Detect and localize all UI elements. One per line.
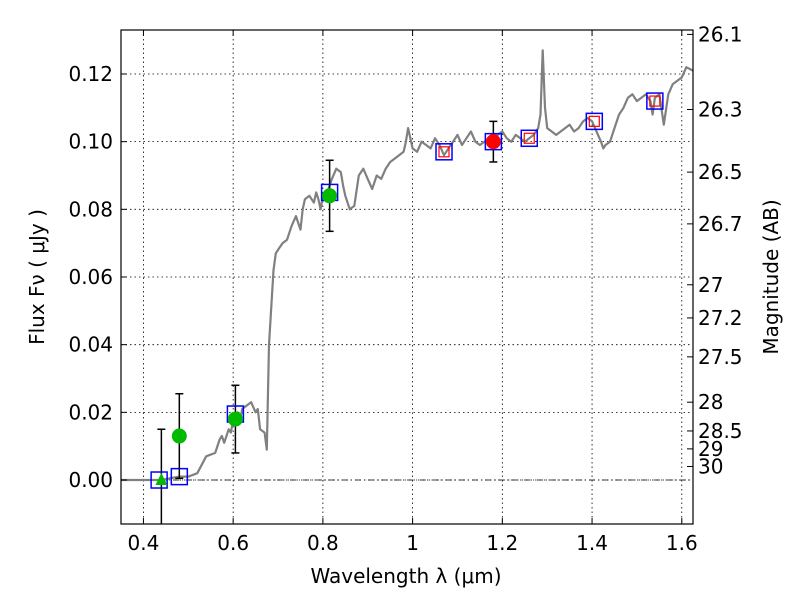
model-flux-square [588,115,600,127]
y-tick-label: 0.10 [68,130,113,154]
plot-content [121,49,693,524]
mag-tick-label: 27 [698,273,723,297]
observed-point [485,134,501,150]
y-tick-label: 0.04 [68,333,113,357]
x-tick-label: 1.2 [486,531,518,555]
x-tick-label: 1 [406,531,419,555]
mag-tick-label: 26.3 [698,98,743,122]
observed-point [322,188,338,204]
model-band-square [170,467,189,486]
y-tick-label: 0.08 [68,197,113,221]
model-flux-square [649,95,661,107]
observed-point [227,411,243,427]
y-tick-label: 0.06 [68,265,113,289]
observed-triangle [155,473,168,486]
model-band-square [646,92,664,110]
y-axis-label: Flux Fν ( μJy ) [25,209,49,345]
mag-tick-label: 27.2 [698,306,743,330]
model-band-square [520,129,539,148]
spectrum-line [121,49,693,482]
axis-ticks: 0.4 0.6 0.8 1 1.2 1.4 1.6 0.00 0.02 0.04 0.06 0.08 0… [68,22,742,555]
mag-tick-label: 26.1 [698,22,743,46]
y-tick-label: 0.12 [68,62,113,86]
y-axis-right-label: Magnitude (AB) [759,199,783,354]
x-tick-label: 1.4 [576,531,608,555]
mag-tick-label: 26.5 [698,160,743,184]
model-band-square [150,471,168,489]
mag-tick-label: 26.7 [698,212,743,236]
model-band-square [435,143,453,161]
mag-tick-label: 28 [698,390,723,414]
mag-tick-label: 30 [698,454,723,478]
mag-tick-label: 28.5 [698,419,743,443]
model-flux-square [438,146,450,158]
y-tick-label: 0.02 [68,400,113,424]
grid [121,30,693,524]
y-tick-label: 0.00 [68,468,113,492]
model-band-square [585,112,604,131]
x-axis-label: Wavelength λ (μm) [310,564,501,588]
model-band-square [484,132,503,151]
mag-tick-label: 27.5 [698,345,743,369]
observed-point [171,428,187,444]
x-tick-label: 0.8 [307,531,339,555]
x-tick-label: 0.6 [217,531,249,555]
model-flux-square [523,132,535,144]
mag-tick-label: 29 [698,437,723,461]
x-tick-label: 0.4 [128,531,160,555]
x-tick-label: 1.6 [666,531,698,555]
